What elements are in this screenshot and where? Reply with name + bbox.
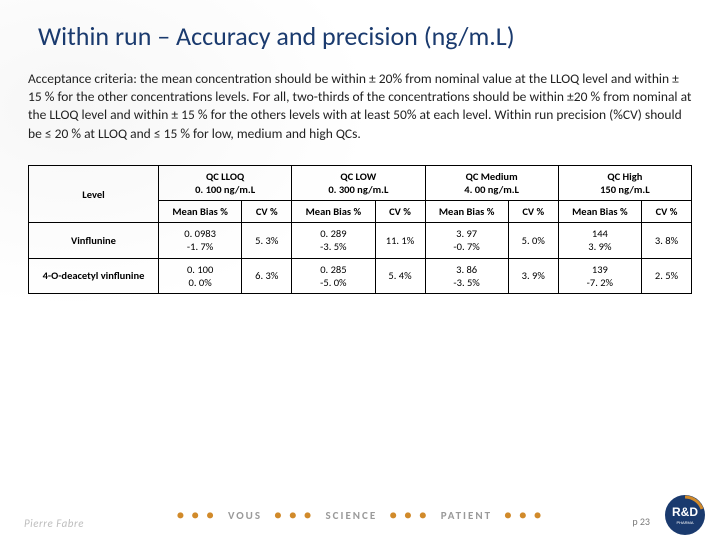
subcol-cv: CV % [242,201,292,223]
cell-bias: 3. 97-0. 7% [425,223,508,258]
group-name: QC LLOQ [206,170,244,183]
table-row: Vinflunine0. 0983-1. 7%5. 3%0. 289-3. 5%… [29,223,692,258]
row-label: Vinflunine [29,223,159,258]
cell-cv: 3. 9% [508,258,558,293]
cell-cv: 3. 8% [642,223,692,258]
subcol-cv: CV % [375,201,425,223]
cell-cv: 2. 5% [642,258,692,293]
footer-dots: ● ● ● [504,508,543,523]
cell-bias: 0. 285-5. 0% [292,258,375,293]
cell-cv: 11. 1% [375,223,425,258]
col-group-high: QC High 150 ng/m.L [558,165,691,200]
svg-text:R&D: R&D [672,505,698,519]
subcol-bias: Mean Bias % [159,201,242,223]
table-row: 4-O-deacetyl vinflunine0. 1000. 0%6. 3%0… [29,258,692,293]
footer-dots: ● ● ● [389,508,428,523]
col-level: Level [29,165,159,222]
rd-pharma-badge-icon: R&D PHARMA [664,494,706,536]
footer-dots: ● ● ● [177,508,216,523]
footer-dots: ● ● ● [274,508,313,523]
cell-bias: 0. 289-3. 5% [292,223,375,258]
subcol-cv: CV % [508,201,558,223]
subcol-cv: CV % [642,201,692,223]
group-conc: 4. 00 ng/m.L [464,183,519,196]
cell-bias: 1443. 9% [558,223,641,258]
col-group-lloq: QC LLOQ 0. 100 ng/m.L [159,165,292,200]
cell-cv: 6. 3% [242,258,292,293]
footer-word: VOUS [228,509,262,522]
accuracy-precision-table: Level QC LLOQ 0. 100 ng/m.L QC LOW 0. 30… [28,165,692,294]
subcol-bias: Mean Bias % [425,201,508,223]
footer-word: SCIENCE [325,509,377,522]
cell-cv: 5. 4% [375,258,425,293]
group-name: QC Medium [466,170,518,183]
cell-bias: 0. 0983-1. 7% [159,223,242,258]
group-conc: 0. 100 ng/m.L [195,183,255,196]
cell-cv: 5. 3% [242,223,292,258]
group-name: QC High [607,170,642,183]
footer-strip: ● ● ● VOUS ● ● ● SCIENCE ● ● ● PATIENT ●… [0,500,720,530]
cell-bias: 3. 86-3. 5% [425,258,508,293]
slide-title: Within run – Accuracy and precision (ng/… [28,20,692,52]
cell-bias: 139-7. 2% [558,258,641,293]
cell-bias: 0. 1000. 0% [159,258,242,293]
subcol-bias: Mean Bias % [558,201,641,223]
group-conc: 150 ng/m.L [600,183,650,196]
footer-word: PATIENT [441,509,492,522]
row-label: 4-O-deacetyl vinflunine [29,258,159,293]
col-group-low: QC LOW 0. 300 ng/m.L [292,165,425,200]
subcol-bias: Mean Bias % [292,201,375,223]
svg-text:PHARMA: PHARMA [676,520,693,525]
group-name: QC LOW [340,170,376,183]
group-conc: 0. 300 ng/m.L [328,183,388,196]
page-number: p 23 [632,515,650,528]
cell-cv: 5. 0% [508,223,558,258]
col-group-medium: QC Medium 4. 00 ng/m.L [425,165,558,200]
acceptance-criteria-text: Acceptance criteria: the mean concentrat… [28,70,692,143]
